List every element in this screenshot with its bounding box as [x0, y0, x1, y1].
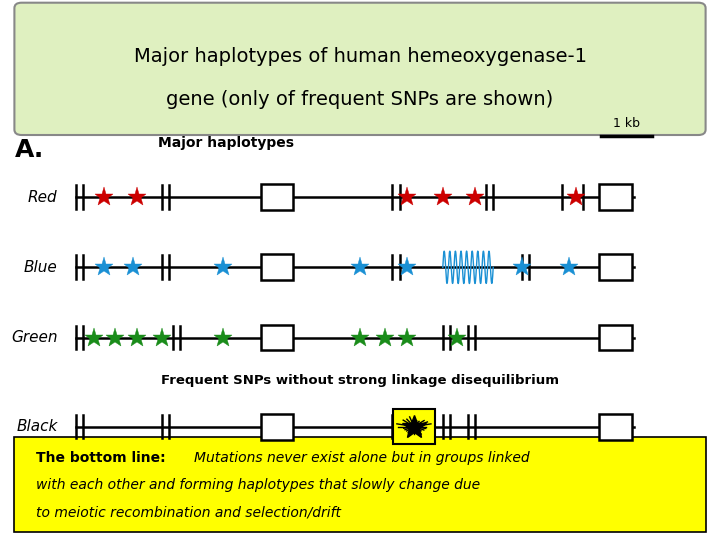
Text: Major haplotypes of human hemeoxygenase-1: Major haplotypes of human hemeoxygenase-… [133, 47, 587, 66]
FancyBboxPatch shape [14, 3, 706, 135]
Bar [261, 325, 294, 350]
Bar [599, 414, 632, 440]
Bar [599, 254, 632, 280]
Text: Major haplotypes: Major haplotypes [158, 136, 294, 150]
Text: Red: Red [28, 190, 58, 205]
Text: Green: Green [11, 330, 58, 345]
Bar [393, 409, 435, 444]
Bar [599, 184, 632, 210]
Text: Mutations never exist alone but in groups linked: Mutations never exist alone but in group… [194, 451, 530, 465]
Text: The bottom line:: The bottom line: [36, 451, 166, 465]
Text: Black: Black [17, 419, 58, 434]
Text: gene (only of frequent SNPs are shown): gene (only of frequent SNPs are shown) [166, 90, 554, 110]
Bar [261, 254, 294, 280]
Bar [261, 414, 294, 440]
Text: Blue: Blue [24, 260, 58, 275]
Bar [599, 325, 632, 350]
Bar [14, 437, 706, 532]
Text: with each other and forming haplotypes that slowly change due: with each other and forming haplotypes t… [36, 478, 480, 492]
Text: Frequent SNPs without strong linkage disequilibrium: Frequent SNPs without strong linkage dis… [161, 374, 559, 387]
Text: 1 kb: 1 kb [613, 117, 640, 130]
Bar [261, 184, 294, 210]
Text: to meiotic recombination and selection/drift: to meiotic recombination and selection/d… [36, 506, 341, 520]
Text: A.: A. [14, 138, 44, 161]
